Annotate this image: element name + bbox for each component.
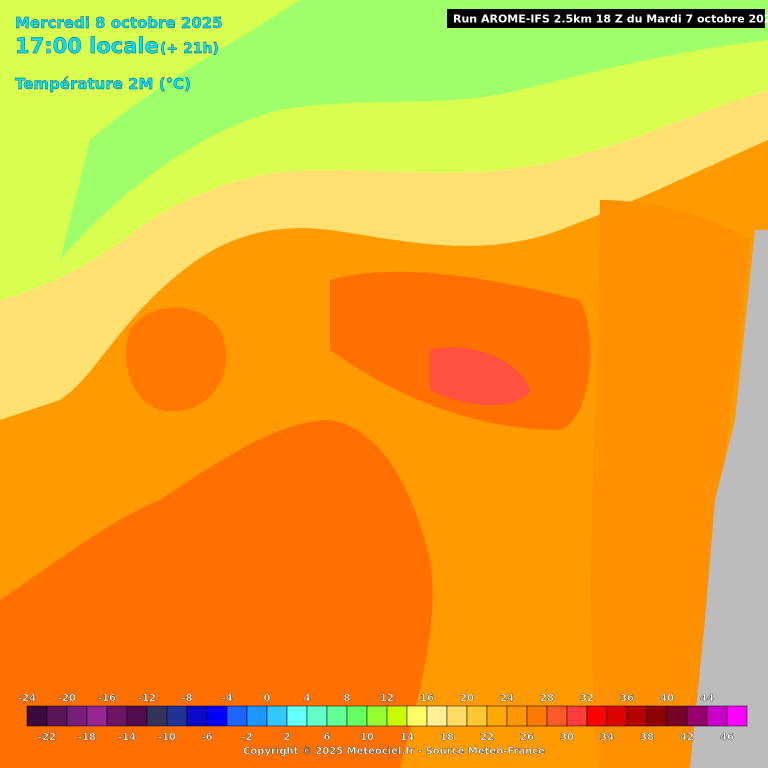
legend-swatch [446, 705, 468, 727]
legend-swatch [566, 705, 588, 727]
run-info: Run AROME-IFS 2.5km 18 Z du Mardi 7 octo… [453, 13, 768, 26]
legend-label: 16 [420, 693, 434, 704]
legend-swatch [686, 705, 708, 727]
copyright: Copyright © 2025 Meteociel.fr - Source M… [243, 746, 545, 757]
legend-label: 42 [680, 732, 694, 743]
legend-swatch [626, 705, 648, 727]
legend-label: 24 [500, 693, 514, 704]
run-box [447, 9, 765, 28]
legend-swatch [226, 705, 248, 727]
legend-swatch [546, 705, 568, 727]
legend: -24-22-20-18-16-14-12-10-8-6-4-202468101… [18, 693, 748, 743]
legend-swatch [106, 705, 128, 727]
legend-swatch [706, 705, 728, 727]
alps-high [60, 0, 768, 260]
legend-swatch [426, 705, 448, 727]
legend-label: 6 [324, 732, 331, 743]
legend-label: 18 [440, 732, 454, 743]
legend-label: 4 [304, 693, 311, 704]
legend-swatch [126, 705, 148, 727]
legend-label: -14 [118, 732, 136, 743]
legend-swatch [326, 705, 348, 727]
legend-swatch [486, 705, 508, 727]
sea [0, 420, 433, 768]
legend-swatch [406, 705, 428, 727]
legend-label: 28 [540, 693, 554, 704]
legend-swatch [46, 705, 68, 727]
legend-swatch [606, 705, 628, 727]
legend-label: -22 [38, 732, 56, 743]
legend-swatch [186, 705, 208, 727]
legend-label: -10 [158, 732, 176, 743]
legend-label: -12 [138, 693, 156, 704]
field: Température 2M (°C) [15, 75, 191, 93]
legend-swatch [506, 705, 528, 727]
po-west [126, 307, 227, 412]
legend-swatch [166, 705, 188, 727]
legend-swatch [466, 705, 488, 727]
legend-swatch [266, 705, 288, 727]
legend-swatch [646, 705, 668, 727]
legend-label: -20 [58, 693, 76, 704]
date: Mercredi 8 octobre 2025 [15, 14, 223, 32]
legend-label: 30 [560, 732, 574, 743]
legend-label: 44 [700, 693, 714, 704]
legend-label: 2 [284, 732, 291, 743]
legend-swatch [666, 705, 688, 727]
po-hot [430, 347, 530, 405]
offset: (+ 21h) [160, 41, 219, 57]
legend-label: 38 [640, 732, 654, 743]
legend-label: -4 [221, 693, 232, 704]
legend-swatch [146, 705, 168, 727]
no-data-area [690, 230, 768, 768]
legend-label: 8 [344, 693, 351, 704]
legend-label: 36 [620, 693, 634, 704]
adriatic [591, 200, 750, 768]
legend-label: 26 [520, 732, 534, 743]
legend-swatch [366, 705, 388, 727]
legend-label: 34 [600, 732, 614, 743]
legend-swatch [26, 705, 48, 727]
legend-swatch [386, 705, 408, 727]
legend-label: -8 [181, 693, 192, 704]
legend-swatch [246, 705, 268, 727]
legend-label: 0 [264, 693, 271, 704]
legend-swatch [586, 705, 608, 727]
legend-swatch [86, 705, 108, 727]
time: 17:00 locale [15, 34, 159, 58]
legend-swatch [526, 705, 548, 727]
legend-swatch [286, 705, 308, 727]
legend-label: -24 [18, 693, 36, 704]
legend-label: 32 [580, 693, 594, 704]
legend-label: 14 [400, 732, 414, 743]
legend-label: 22 [480, 732, 494, 743]
legend-label: -6 [201, 732, 212, 743]
legend-label: 20 [460, 693, 474, 704]
legend-label: 10 [360, 732, 374, 743]
legend-label: -16 [98, 693, 116, 704]
legend-label: -2 [241, 732, 252, 743]
legend-swatch [346, 705, 368, 727]
legend-swatch [66, 705, 88, 727]
legend-label: 40 [660, 693, 674, 704]
legend-label: 46 [720, 732, 734, 743]
legend-label: 12 [380, 693, 394, 704]
legend-swatch [206, 705, 228, 727]
legend-label: -18 [78, 732, 96, 743]
legend-swatch [726, 705, 748, 727]
legend-swatch [306, 705, 328, 727]
